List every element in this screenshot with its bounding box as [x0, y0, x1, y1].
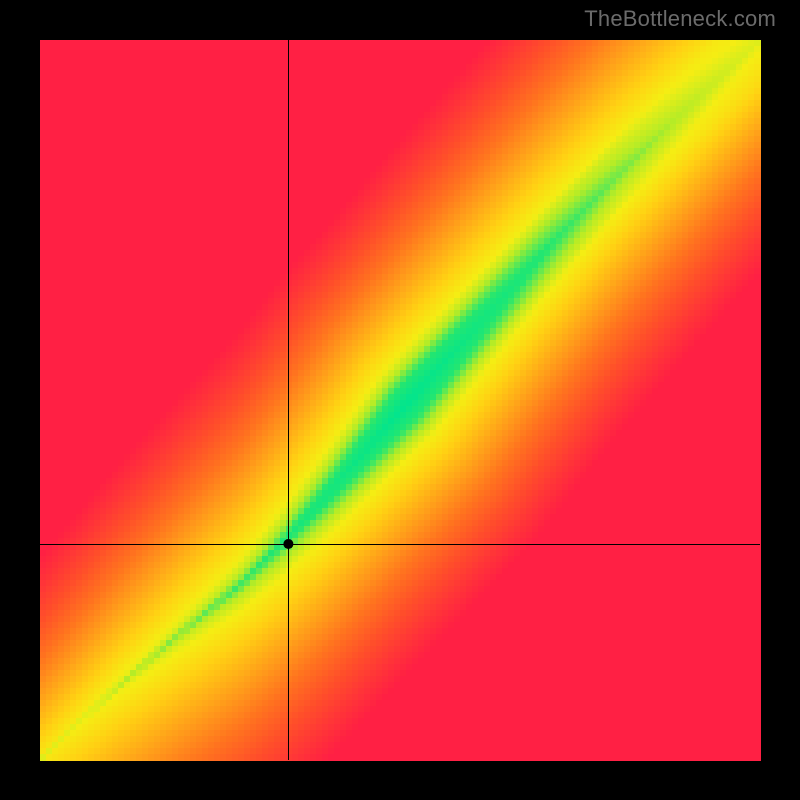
chart-container: TheBottleneck.com: [0, 0, 800, 800]
watermark-text: TheBottleneck.com: [584, 6, 776, 32]
bottleneck-heatmap: [0, 0, 800, 800]
